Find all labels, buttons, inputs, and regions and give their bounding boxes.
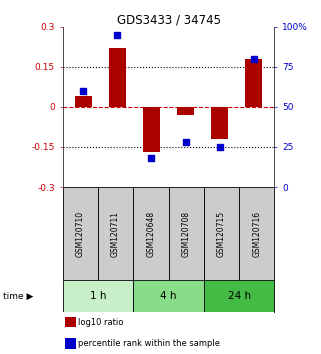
Bar: [74, 96, 91, 107]
Bar: [65, 317, 76, 327]
Text: GSM120648: GSM120648: [146, 211, 155, 257]
Bar: [177, 107, 194, 115]
Text: GSM120716: GSM120716: [252, 211, 261, 257]
Point: [217, 144, 222, 150]
Bar: [169, 187, 204, 280]
Text: 1 h: 1 h: [90, 291, 106, 301]
Bar: [63, 187, 98, 280]
Point: [251, 56, 256, 62]
Bar: [65, 338, 76, 348]
Text: 24 h: 24 h: [228, 291, 251, 301]
Bar: [246, 59, 263, 107]
Text: 4 h: 4 h: [160, 291, 177, 301]
Bar: [133, 187, 169, 280]
Text: percentile rank within the sample: percentile rank within the sample: [78, 339, 221, 348]
Text: GSM120708: GSM120708: [182, 211, 191, 257]
Text: log10 ratio: log10 ratio: [78, 318, 124, 327]
Text: GSM120715: GSM120715: [217, 211, 226, 257]
Point: [81, 88, 86, 93]
Point: [115, 32, 120, 38]
Bar: [109, 48, 126, 107]
Bar: [63, 280, 133, 312]
Bar: [204, 187, 239, 280]
Bar: [211, 107, 228, 139]
Text: GSM120711: GSM120711: [111, 211, 120, 257]
Bar: [98, 187, 133, 280]
Text: time ▶: time ▶: [3, 291, 34, 301]
Bar: [143, 107, 160, 152]
Title: GDS3433 / 34745: GDS3433 / 34745: [117, 13, 221, 27]
Bar: [239, 187, 274, 280]
Bar: [204, 280, 274, 312]
Point: [183, 139, 188, 145]
Text: GSM120710: GSM120710: [76, 211, 85, 257]
Bar: [133, 280, 204, 312]
Point: [149, 155, 154, 161]
